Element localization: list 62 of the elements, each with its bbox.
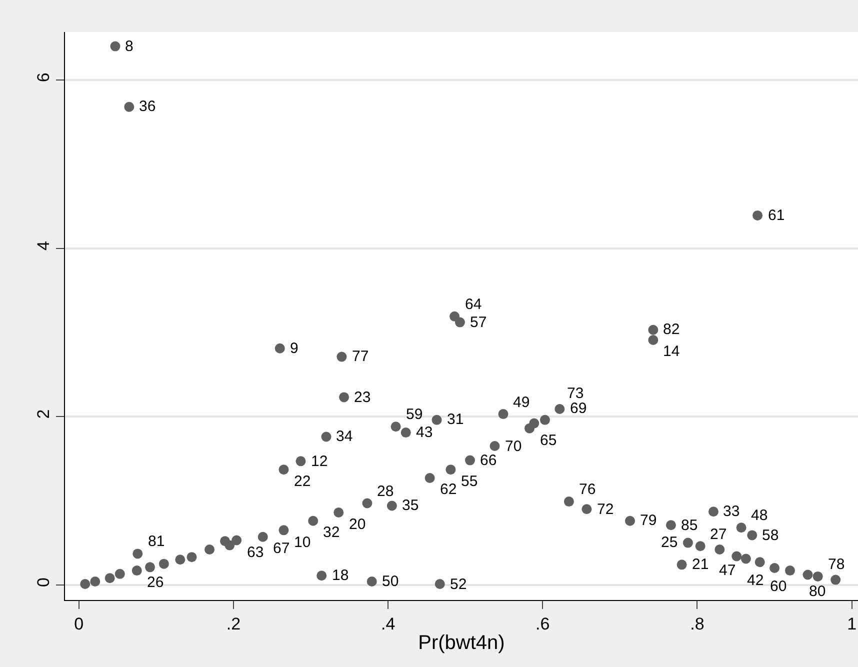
annotation: 64 [465,296,482,313]
annotation: 57 [470,314,487,331]
annotation: 50 [382,573,399,590]
annotation: 78 [828,556,845,573]
annotation: 32 [323,524,340,541]
annotation: 70 [505,438,522,455]
annotation: 14 [663,343,680,360]
annotation: 35 [402,497,419,514]
annotation: 59 [406,406,423,423]
annotation: 42 [747,572,764,589]
annotation: 73 [567,385,584,402]
annotation: 66 [480,452,497,469]
annotation: 34 [336,428,353,445]
annotation: 31 [447,411,464,428]
annotation: 26 [147,574,164,591]
annotation: 61 [768,207,785,224]
annotation: 77 [352,348,369,365]
annotation: 25 [661,534,678,551]
annotation: 65 [540,432,557,449]
x-axis-title: Pr(bwt4n) [418,632,505,654]
annotation: 10 [294,534,311,551]
annotation: 9 [290,340,298,357]
annotation: 36 [139,98,156,115]
annotation: 27 [710,526,727,543]
annotation: 58 [762,527,779,544]
y-tick-label: 0 [34,578,54,588]
y-tick-label: 4 [34,240,54,250]
annotation: 18 [332,567,349,584]
annotation: 85 [681,517,698,534]
annotation: 80 [809,583,826,600]
annotation: 33 [723,503,740,520]
y-tick-label: 6 [34,72,54,82]
annotation: 82 [663,321,680,338]
annotation: 52 [450,576,467,593]
x-tick-label: .2 [226,614,241,634]
annotation: 43 [416,424,433,441]
annotation: 47 [719,562,736,579]
annotation: 55 [461,473,478,490]
annotation: 22 [294,473,311,490]
y-tick-label: 2 [34,409,54,419]
x-tick-label: .6 [536,614,550,634]
annotation: 79 [640,512,657,529]
annotation: 81 [148,533,165,550]
annotation: 60 [770,578,787,595]
x-tick-label: .4 [380,614,396,634]
x-tick-label: 1 [847,614,857,634]
annotation: 49 [513,394,530,411]
annotation: 48 [751,507,768,524]
annotation: 72 [597,501,614,518]
annotation: 63 [247,544,264,561]
x-tick-label: .8 [690,614,704,634]
annotation: 28 [377,483,394,500]
annotation: 67 [273,540,290,557]
annotation: 76 [579,481,596,498]
annotation: 8 [125,38,134,55]
annotation: 21 [692,556,709,573]
annotation: 12 [311,453,328,470]
annotation: 62 [440,481,457,498]
annotation: 23 [354,389,371,406]
x-tick-label: 0 [74,614,84,634]
annotation: 69 [570,400,587,417]
annotation: 20 [349,516,366,533]
